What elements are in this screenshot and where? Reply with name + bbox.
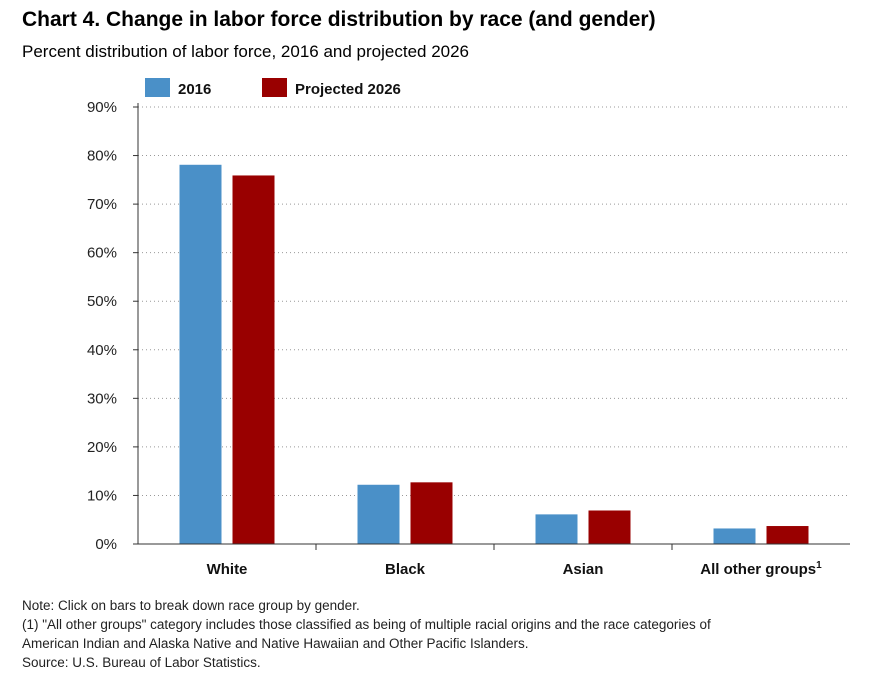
bar-white-projected-2026[interactable]: [232, 175, 275, 545]
y-tick-label: 80%: [87, 148, 117, 165]
chart-notes: Note: Click on bars to break down race g…: [22, 596, 852, 672]
note-click-bars: Note: Click on bars to break down race g…: [22, 598, 360, 613]
y-tick-label: 10%: [87, 487, 117, 504]
legend-label: 2016: [178, 81, 211, 98]
note-footnote-1: (1) "All other groups" category includes…: [22, 617, 711, 632]
y-tick-label: 90%: [87, 99, 117, 116]
bar-all-other-groups-2016[interactable]: [713, 528, 756, 544]
y-tick-label: 0%: [95, 536, 117, 553]
x-category-label: White: [207, 561, 248, 578]
chart-subtitle: Percent distribution of labor force, 201…: [22, 42, 470, 61]
x-axis-labels: White Black Asian All other groups1: [207, 544, 822, 578]
bar-asian-projected-2026[interactable]: [588, 510, 631, 544]
bar-black-projected-2026[interactable]: [410, 482, 453, 544]
legend: 2016 Projected 2026: [145, 78, 401, 98]
note-footnote-1-continued: American Indian and Alaska Native and Na…: [22, 636, 529, 651]
bar-asian-2016[interactable]: [535, 514, 578, 544]
legend-swatch: [262, 78, 287, 97]
y-tick-label: 40%: [87, 342, 117, 359]
footnote-superscript: 1: [816, 560, 822, 571]
legend-swatch: [145, 78, 170, 97]
gridlines: [138, 106, 850, 496]
y-tick-label: 70%: [87, 196, 117, 213]
chart-title: Chart 4. Change in labor force distribut…: [22, 8, 656, 31]
bar-white-2016[interactable]: [179, 164, 222, 544]
y-tick-label: 60%: [87, 245, 117, 262]
bar-chart: 2016 Projected 2026 0% 10% 20% 30% 40% 50% 60% 7…: [87, 78, 850, 578]
x-category-label: Asian: [563, 561, 604, 578]
bar-all-other-groups-projected-2026[interactable]: [766, 526, 809, 544]
bars: [179, 164, 809, 545]
y-tick-label: 50%: [87, 293, 117, 310]
y-tick-label: 30%: [87, 390, 117, 407]
x-category-label: Black: [385, 561, 426, 578]
y-tick-label: 20%: [87, 439, 117, 456]
y-axis-ticks: 0% 10% 20% 30% 40% 50% 60% 70% 80% 90%: [87, 99, 138, 553]
legend-label: Projected 2026: [295, 81, 401, 98]
note-source: Source: U.S. Bureau of Labor Statistics.: [22, 655, 261, 670]
x-category-label: All other groups1: [700, 560, 822, 578]
bar-black-2016[interactable]: [357, 484, 400, 544]
